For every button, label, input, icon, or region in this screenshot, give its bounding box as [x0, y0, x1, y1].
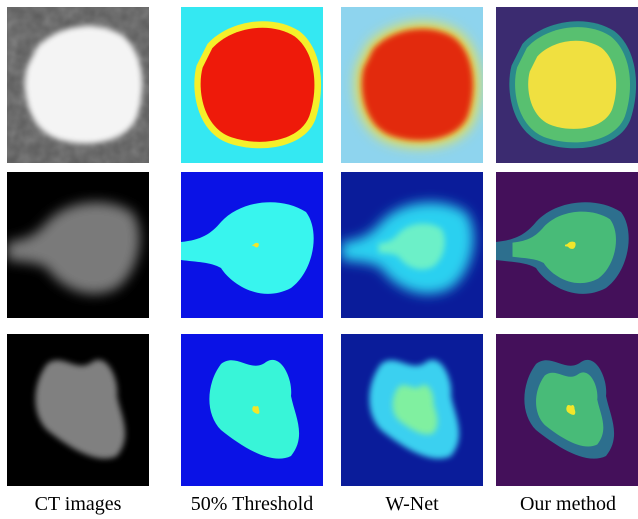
column-label: Our method: [520, 493, 616, 515]
lesion-region: [201, 28, 315, 142]
image-panel: [7, 334, 149, 486]
image-panel: [7, 7, 149, 163]
lesion-region: [25, 26, 142, 144]
lesion-region: [528, 41, 616, 129]
lesion-region: [362, 29, 473, 141]
image-panel: [7, 172, 149, 318]
image-panel: [496, 7, 638, 163]
image-panel: [496, 172, 638, 318]
column-label: CT images: [35, 493, 122, 515]
image-panel: [341, 7, 483, 163]
image-panel: [341, 334, 483, 486]
image-panel: [181, 172, 323, 318]
column-label: 50% Threshold: [191, 493, 313, 515]
image-panel: [181, 334, 323, 486]
figure: CT images 50% Threshold W-Net Our method: [0, 0, 638, 519]
image-panel: [496, 334, 638, 486]
image-panel: [181, 7, 323, 163]
image-panel: [341, 172, 483, 318]
panels: [7, 7, 638, 486]
column-label: W-Net: [385, 493, 439, 515]
